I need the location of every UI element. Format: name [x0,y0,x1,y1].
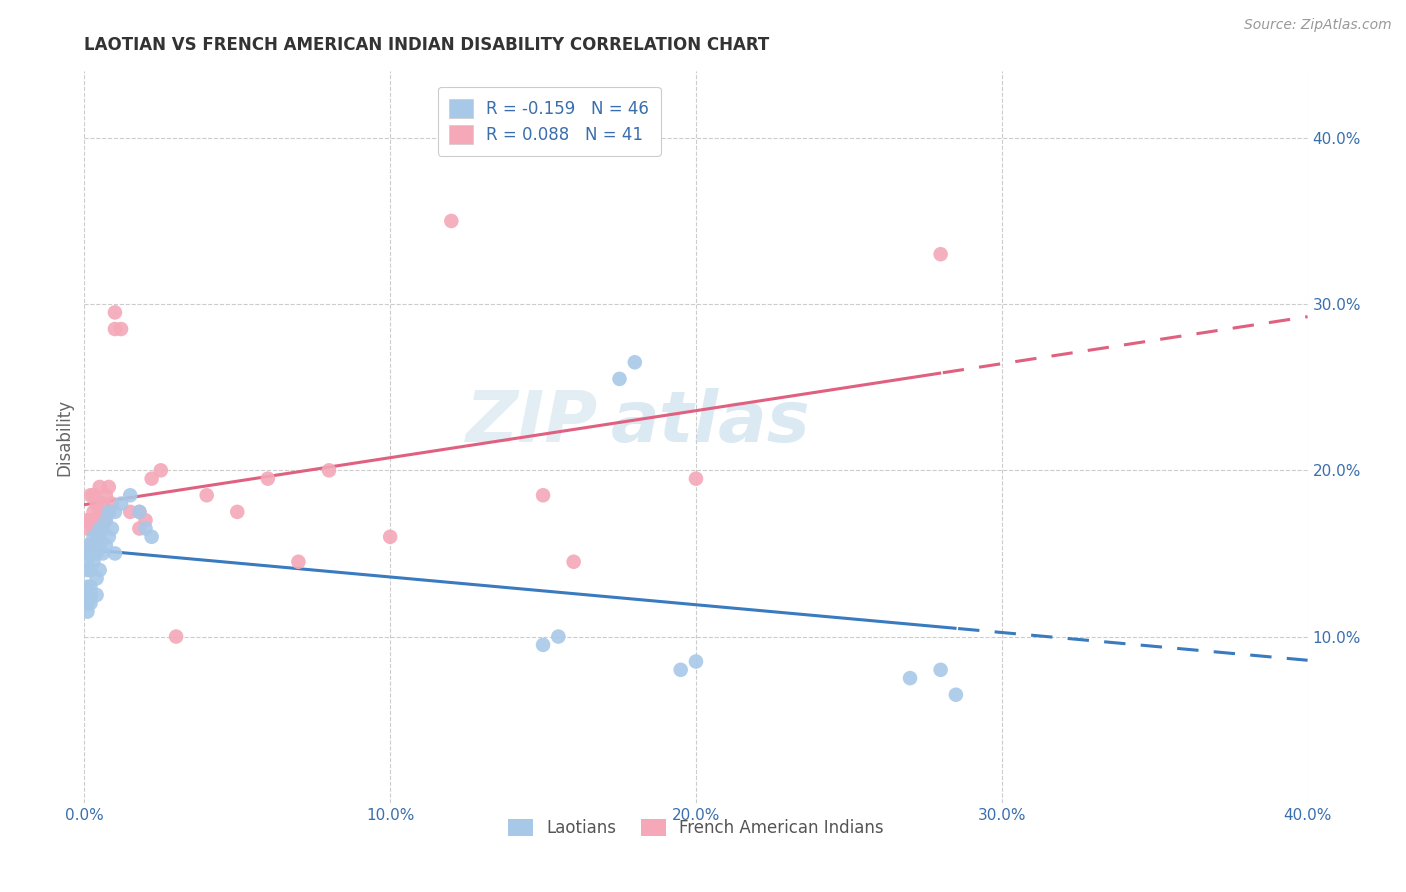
Point [97,480,120,494]
Point [83,555,105,569]
Point [929,663,952,677]
Point [79,488,101,502]
Point [135,521,157,535]
Point [287,555,309,569]
Point [76,596,98,610]
Point [91,521,114,535]
Point [76,513,98,527]
Point [79,563,101,577]
Point [76,521,98,535]
Point [76,580,98,594]
Point [83,530,105,544]
Point [128,521,150,535]
Point [101,497,124,511]
Text: ZIP: ZIP [465,388,598,457]
Point [97,530,120,544]
Point [531,488,554,502]
Point [141,472,163,486]
Point [104,305,127,319]
Point [79,513,101,527]
Point [83,505,105,519]
Point [110,322,132,336]
Point [86,497,108,511]
Point [898,671,921,685]
Point [226,505,249,519]
Point [79,580,101,594]
Point [76,563,98,577]
Point [91,546,114,560]
Point [94,513,117,527]
Point [104,322,127,336]
Point [86,588,108,602]
Point [104,505,127,519]
Point [609,372,631,386]
Point [101,521,124,535]
Point [89,538,111,552]
Text: LAOTIAN VS FRENCH AMERICAN INDIAN DISABILITY CORRELATION CHART: LAOTIAN VS FRENCH AMERICAN INDIAN DISABI… [84,36,769,54]
Point [76,605,98,619]
Point [79,546,101,560]
Point [86,513,108,527]
Point [531,638,554,652]
Point [945,688,967,702]
Y-axis label: Disability: Disability [55,399,73,475]
Point [120,488,142,502]
Point [86,546,108,560]
Point [94,538,117,552]
Point [929,247,952,261]
Point [94,488,117,502]
Point [165,630,187,644]
Point [141,530,163,544]
Point [89,480,111,494]
Point [318,463,340,477]
Point [685,472,707,486]
Point [76,588,98,602]
Point [79,538,101,552]
Point [257,472,280,486]
Text: atlas: atlas [610,388,810,457]
Point [104,546,127,560]
Point [562,555,585,569]
Point [97,505,120,519]
Point [94,513,117,527]
Point [128,505,150,519]
Point [83,488,105,502]
Text: Source: ZipAtlas.com: Source: ZipAtlas.com [1244,18,1392,32]
Point [440,214,463,228]
Point [89,505,111,519]
Point [83,521,105,535]
Point [110,497,132,511]
Point [669,663,692,677]
Point [149,463,172,477]
Point [91,497,114,511]
Point [86,530,108,544]
Point [89,521,111,535]
Point [128,505,150,519]
Point [624,355,647,369]
Point [79,596,101,610]
Point [86,571,108,585]
Point [195,488,218,502]
Point [76,538,98,552]
Point [135,513,157,527]
Point [91,521,114,535]
Legend: Laotians, French American Indians: Laotians, French American Indians [499,811,893,846]
Point [79,588,101,602]
Point [97,505,120,519]
Point [685,655,707,669]
Point [89,530,111,544]
Point [83,538,105,552]
Point [89,563,111,577]
Point [76,555,98,569]
Point [76,546,98,560]
Point [547,630,569,644]
Point [380,530,402,544]
Point [120,505,142,519]
